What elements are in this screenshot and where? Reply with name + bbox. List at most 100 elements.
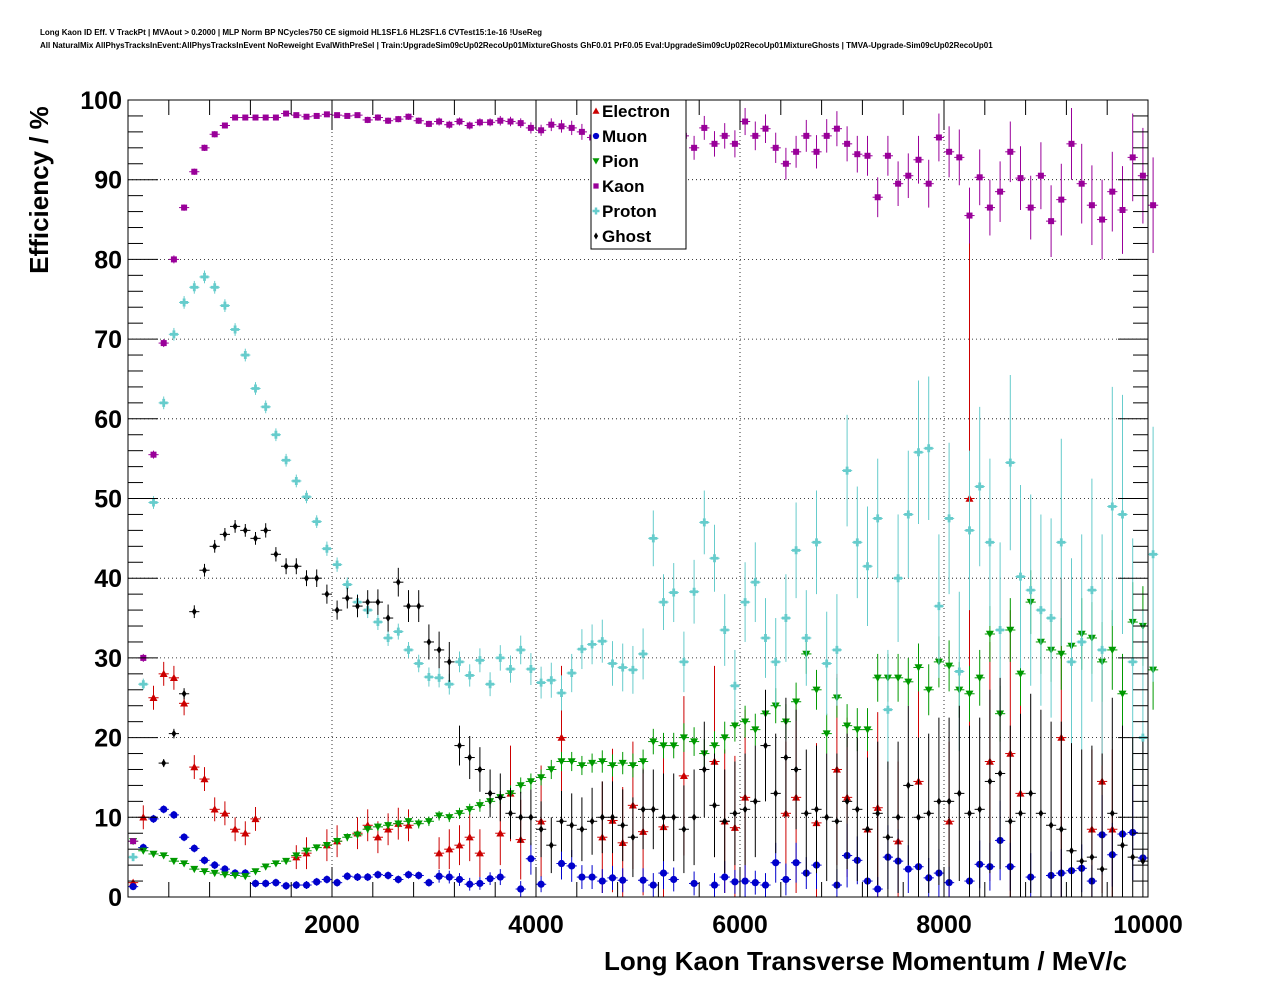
muon-point [444, 870, 455, 884]
proton-point [434, 668, 445, 688]
proton-point [893, 514, 904, 642]
legend-item-ghost: Ghost [593, 227, 651, 246]
proton-point [474, 648, 485, 673]
kaon-point [158, 339, 169, 348]
proton-point [913, 380, 924, 525]
muon-point [791, 842, 802, 883]
pion-point [627, 753, 638, 778]
pion-point [576, 755, 587, 776]
kaon-point [505, 116, 516, 127]
ghost-point [423, 624, 434, 660]
ghost-point [168, 728, 179, 739]
ghost-point [1066, 743, 1077, 897]
kaon-point [1025, 175, 1036, 240]
proton-point [882, 649, 893, 770]
ghost-point [291, 558, 302, 575]
pion-point [597, 750, 608, 773]
proton-point [536, 666, 547, 699]
electron-point [199, 767, 210, 791]
pion-point [546, 759, 557, 780]
muon-point [709, 873, 720, 897]
kaon-point [128, 838, 139, 845]
muon-point [423, 878, 434, 887]
proton-point [719, 594, 730, 666]
proton-point [852, 486, 863, 599]
electron-point [230, 817, 241, 842]
ghost-point [515, 791, 526, 843]
muon-point [128, 883, 139, 891]
pion-point [689, 727, 700, 756]
pion-point [138, 847, 149, 855]
kaon-point [760, 114, 771, 144]
kaon-point [872, 177, 883, 218]
electron-point [250, 806, 261, 831]
kaon-point [729, 130, 740, 158]
pion-point [260, 863, 271, 871]
ghost-point [525, 789, 536, 846]
proton-point [1046, 518, 1057, 718]
ghost-point [627, 797, 638, 878]
kaon-point [372, 114, 383, 121]
ghost-point [474, 747, 485, 792]
muon-point [148, 814, 159, 823]
ghost-point [485, 769, 496, 818]
ghost-point [1035, 709, 1046, 897]
kaon-point [984, 179, 995, 236]
muon-point [495, 869, 506, 886]
proton-point [923, 376, 934, 521]
kaon-point [1107, 151, 1118, 232]
proton-point [505, 655, 516, 683]
kaon-point [842, 126, 853, 162]
ghost-point [434, 631, 445, 669]
kaon-point [301, 113, 312, 120]
pion-point [678, 723, 689, 752]
pion-point [617, 751, 628, 775]
muon-point [393, 875, 404, 884]
kaon-point [1015, 146, 1026, 210]
legend-label: Muon [602, 127, 647, 146]
kaon-point [199, 144, 210, 152]
proton-point [423, 667, 434, 687]
kaon-point [944, 126, 955, 178]
muon-point [474, 877, 485, 890]
muon-point [760, 873, 771, 897]
kaon-point [1066, 107, 1077, 180]
proton-point [770, 618, 781, 706]
ghost-point [801, 749, 812, 878]
ghost-point [872, 741, 883, 886]
kaon-point [383, 117, 394, 124]
proton-point [1117, 394, 1128, 634]
kaon-point [1137, 127, 1148, 224]
proton-point [525, 653, 536, 685]
kaon-point [709, 131, 720, 157]
ghost-point [740, 753, 751, 866]
proton-point [1025, 494, 1036, 686]
proton-point [168, 327, 179, 341]
pion-point [454, 807, 465, 819]
pion-point [474, 798, 485, 812]
pion-point [321, 841, 332, 850]
proton-point [393, 623, 404, 640]
kaon-point [893, 161, 904, 207]
muon-point [342, 872, 353, 881]
legend-label: Proton [602, 202, 657, 221]
ghost-point [1097, 753, 1108, 897]
y-axis-title: Efficiency / % [24, 106, 54, 274]
kaon-point [454, 117, 465, 126]
pion-point [240, 873, 251, 881]
ghost-point [281, 558, 292, 575]
ghost-point [862, 757, 873, 897]
ghost-point [597, 781, 608, 854]
ghost-point [617, 789, 628, 862]
proton-point [556, 675, 567, 711]
proton-point [658, 574, 669, 631]
muon-point [219, 865, 230, 874]
kaon-point [362, 116, 373, 124]
kaon-point [770, 132, 781, 163]
kaon-point [913, 135, 924, 184]
muon-point [413, 871, 424, 880]
proton-point [403, 641, 414, 658]
muon-point [250, 879, 261, 888]
ghost-point [903, 705, 914, 866]
ghost-point [250, 531, 261, 545]
